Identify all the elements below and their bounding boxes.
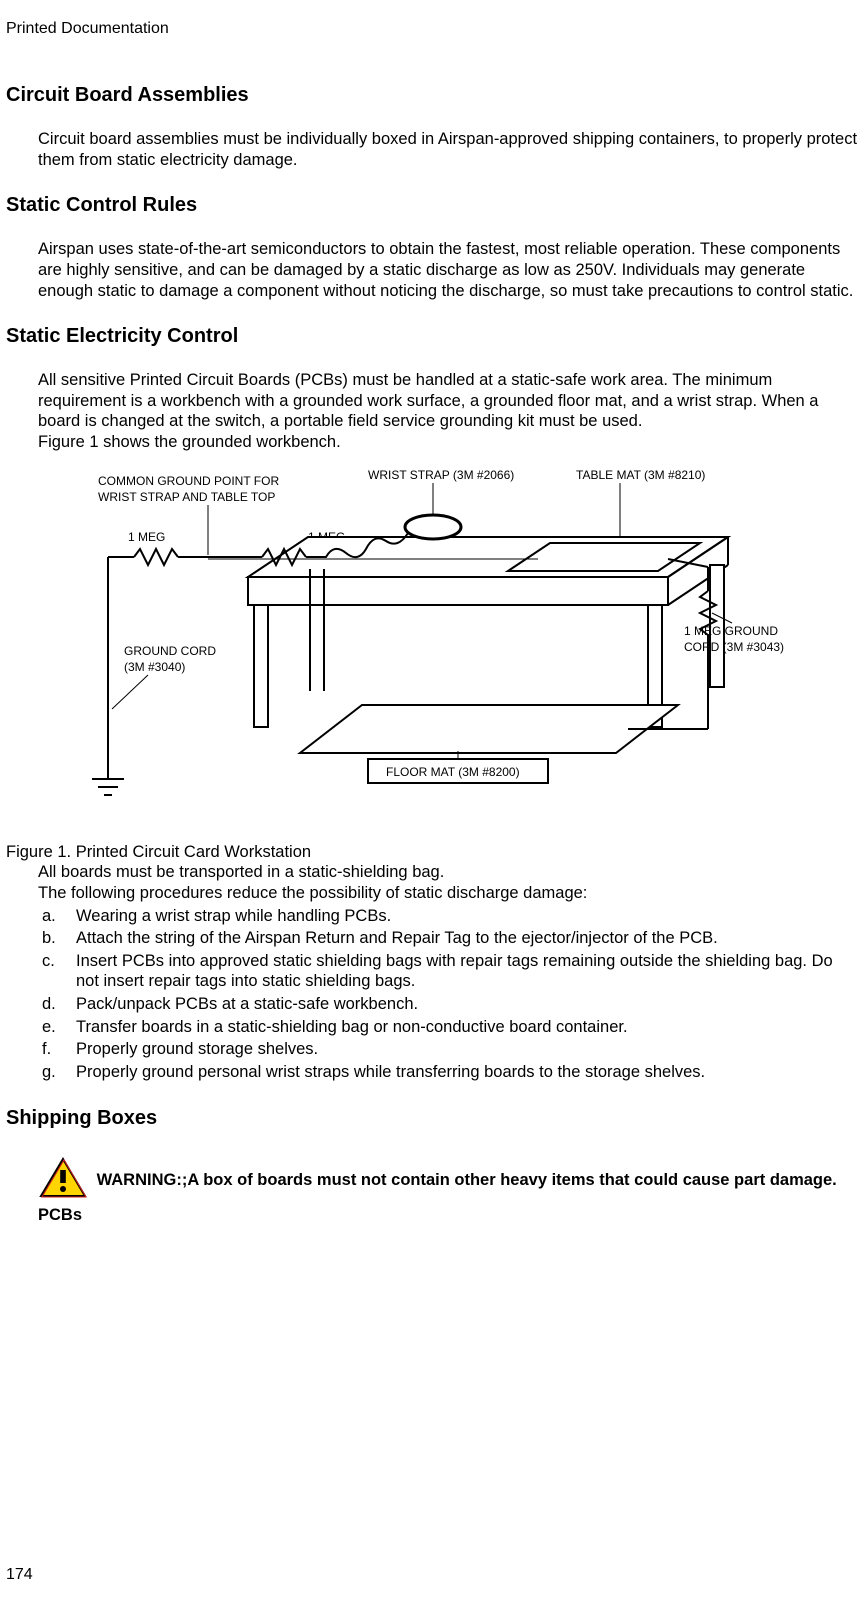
list-item: b.Attach the string of the Airspan Retur… [42,928,856,949]
warning-sub: PCBs [38,1206,82,1224]
list-letter: e. [42,1017,76,1038]
label-1meg-left: 1 MEG [128,530,165,544]
warning-label: WARNING: [97,1171,182,1189]
label-common-ground-l2: WRIST STRAP AND TABLE TOP [98,490,275,504]
label-floor-mat: FLOOR MAT (3M #8200) [386,765,520,779]
label-wrist-strap: WRIST STRAP (3M #2066) [368,468,514,482]
label-ground-cord-l1: GROUND CORD [124,644,216,658]
label-common-ground-l1: COMMON GROUND POINT FOR [98,474,279,488]
list-item: c.Insert PCBs into approved static shiel… [42,951,856,992]
page-number: 174 [6,1566,33,1584]
figure-caption: Figure 1. Printed Circuit Card Workstati… [6,842,862,863]
list-item: f.Properly ground storage shelves. [42,1039,856,1060]
list-item: d.Pack/unpack PCBs at a static-safe work… [42,994,856,1015]
floor-mat-shape [300,705,678,753]
list-letter: f. [42,1039,76,1060]
list-item: e.Transfer boards in a static-shielding … [42,1017,856,1038]
warning-text: ;A box of boards must not contain other … [182,1171,837,1189]
list-item: a.Wearing a wrist strap while handling P… [42,906,856,927]
list-item: g.Properly ground personal wrist straps … [42,1062,856,1083]
list-text-a: Wearing a wrist strap while handling PCB… [76,906,856,927]
section-title-static-rules: Static Control Rules [6,194,862,217]
label-1meg-ground-l1: 1 MEG GROUND [684,624,778,638]
list-letter: a. [42,906,76,927]
running-header: Printed Documentation [6,20,862,38]
section-title-shipping: Shipping Boxes [6,1107,862,1130]
page: Printed Documentation Circuit Board Asse… [0,0,862,1598]
warning-block: WARNING:;A box of boards must not contai… [38,1156,852,1226]
list-text-f: Properly ground storage shelves. [76,1039,856,1060]
procedures-list: a.Wearing a wrist strap while handling P… [42,906,856,1083]
figure-reference: Figure 1 shows the grounded workbench. [38,433,341,451]
list-text-g: Properly ground personal wrist straps wh… [76,1062,856,1083]
list-letter: b. [42,928,76,949]
warning-icon [38,1156,88,1206]
section-title-static-control: Static Electricity Control [6,325,862,348]
section-body-static-control: All sensitive Printed Circuit Boards (PC… [38,370,860,453]
list-letter: g. [42,1062,76,1083]
list-text-d: Pack/unpack PCBs at a static-safe workbe… [76,994,856,1015]
workstation-diagram: COMMON GROUND POINT FOR WRIST STRAP AND … [68,459,862,824]
transport-note: All boards must be transported in a stat… [38,862,860,883]
label-1meg-ground-l2: CORD (3M #3043) [684,640,784,654]
label-ground-cord-l2: (3M #3040) [124,660,185,674]
static-control-para: All sensitive Printed Circuit Boards (PC… [38,371,818,430]
resistor-left [134,549,178,565]
table-leg-fl [254,605,268,727]
section-title-circuit-board: Circuit Board Assemblies [6,84,862,107]
label-table-mat: TABLE MAT (3M #8210) [576,468,705,482]
list-text-b: Attach the string of the Airspan Return … [76,928,856,949]
list-text-e: Transfer boards in a static-shielding ba… [76,1017,856,1038]
wrist-strap-shape [405,515,461,539]
section-body-circuit-board: Circuit board assemblies must be individ… [38,129,860,170]
section-body-static-rules: Airspan uses state-of-the-art semiconduc… [38,239,860,301]
list-letter: c. [42,951,76,992]
list-text-c: Insert PCBs into approved static shieldi… [76,951,856,992]
list-letter: d. [42,994,76,1015]
procedures-intro: The following procedures reduce the poss… [38,883,860,904]
